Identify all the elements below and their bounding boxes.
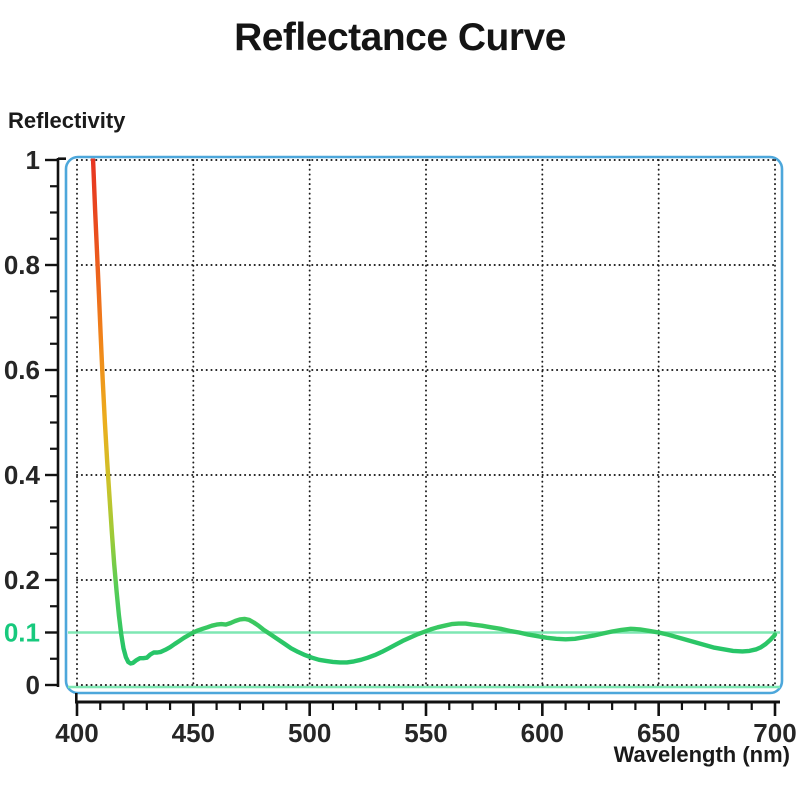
x-axis-title: Wavelength (nm)	[613, 742, 790, 767]
x-tick-label-550: 550	[404, 718, 447, 748]
y-axis-title: Reflectivity	[8, 108, 126, 133]
y-tick-label-0.2: 0.2	[4, 565, 40, 595]
y-tick-label-0.1: 0.1	[4, 618, 40, 648]
x-tick-label-400: 400	[55, 718, 98, 748]
x-tick-label-500: 500	[288, 718, 331, 748]
curve-layer	[89, 158, 778, 666]
y-tick-label-1: 1	[26, 145, 40, 175]
x-tick-label-650: 650	[637, 718, 680, 748]
reflectance-curve	[89, 158, 778, 666]
y-tick-label-0.6: 0.6	[4, 355, 40, 385]
y-tick-label-0.8: 0.8	[4, 250, 40, 280]
y-tick-label-0.4: 0.4	[4, 460, 41, 490]
plot-border	[64, 155, 784, 695]
y-tick-label-0: 0	[26, 670, 40, 700]
x-tick-label-700: 700	[753, 718, 796, 748]
x-tick-label-450: 450	[172, 718, 215, 748]
x-tick-label-600: 600	[521, 718, 564, 748]
chart-title: Reflectance Curve	[234, 16, 566, 59]
